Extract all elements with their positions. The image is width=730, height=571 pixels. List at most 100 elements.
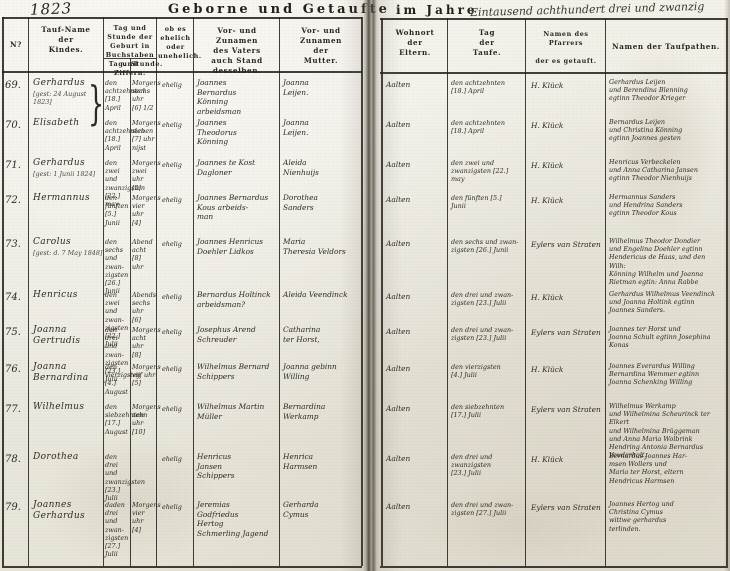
entry-godparents: Joannes Hertog und Christina Cymus wittw… bbox=[609, 500, 674, 533]
entry-father: Joannes Theodorus Könning bbox=[197, 118, 237, 146]
entry-no: 78. bbox=[5, 454, 21, 465]
entry-birth-words: den zwei und zwan- zigsten [22.] Julii bbox=[105, 291, 129, 349]
entry-child: Elisabeth bbox=[33, 118, 80, 128]
entry-legitimacy: ehelig bbox=[162, 121, 182, 129]
entry-baptism: den achtzehnten [18.] April bbox=[451, 119, 505, 136]
right-page-title: im Jahre bbox=[396, 3, 478, 17]
entry-no: 71. bbox=[5, 160, 21, 171]
entry-birth-hour: Morgens zwei uhr [2] bbox=[132, 159, 161, 192]
entry-mother: Dorothea Sanders bbox=[283, 193, 318, 212]
entry-no: 72. bbox=[5, 195, 21, 206]
entry-godparents: Gerhardus Wilhelmus Veendinck und Joanna… bbox=[609, 290, 715, 315]
col-rule-right-start bbox=[381, 18, 383, 566]
entry-birth-words: den siebzehnten [17.] August bbox=[105, 403, 145, 436]
entry-no: 79. bbox=[5, 502, 21, 513]
entry-pastor: H. Klück bbox=[531, 455, 564, 464]
col-rule-birthday bbox=[130, 58, 131, 566]
entry-birth-hour: Morgens sechs uhr [6] 1/2 bbox=[132, 79, 161, 112]
entry-child-note: [gest: d. 7 May 1848] bbox=[33, 249, 103, 257]
col-header-birth-hour: Stunde. bbox=[131, 60, 163, 68]
entry-baptism: den sechs und zwan- zigsten [26.] Junii bbox=[451, 238, 519, 255]
entry-child: Dorothea bbox=[33, 452, 79, 462]
entry-pastor: Eylers van Straten bbox=[531, 405, 601, 414]
entry-godparents: Gerhardus Leijen und Berendina Blenning … bbox=[609, 78, 688, 103]
entry-godparents: Henricus Verbeckelen und Anna Catharina … bbox=[609, 158, 698, 183]
entry-mother: Joanna Leijen. bbox=[283, 78, 309, 97]
entry-father: Joannes te Kost Dagloner bbox=[197, 158, 256, 177]
entry-mother: Gerharda Cymus bbox=[283, 500, 319, 519]
entry-birth-hour: Morgens vier uhr [4] bbox=[132, 194, 161, 227]
grouping-brace: } bbox=[88, 76, 105, 130]
col-header-godparents: Namen der Taufpathen. bbox=[612, 42, 720, 51]
col-header-number: N? bbox=[10, 40, 22, 49]
entry-no: 74. bbox=[5, 292, 21, 303]
entry-birth-hour: Morgens acht uhr [8] bbox=[132, 326, 161, 359]
entry-baptism: den vierzigsten [4.] Julii bbox=[451, 363, 501, 380]
entry-legitimacy: ehelig bbox=[162, 455, 182, 463]
entry-baptism: den drei und zwan- zigsten [27.] Julii bbox=[451, 501, 514, 518]
entry-mother: Bernardina Werkamp bbox=[283, 402, 326, 421]
entry-godparents: Bernardus Joannes Har- msen Wollers und … bbox=[609, 452, 688, 485]
entry-baptism: den drei und zwan- zigsten [23.] Julii bbox=[451, 326, 514, 343]
col-rule-right-edge bbox=[726, 18, 728, 566]
entry-baptism: den zwei und zwanzigsten [22.] may bbox=[451, 159, 509, 184]
entry-legitimacy: ehelig bbox=[162, 161, 182, 169]
entry-no: 70. bbox=[5, 120, 21, 131]
entry-child: Henricus bbox=[33, 290, 78, 300]
entry-no: 73. bbox=[5, 239, 21, 250]
entry-child: Joanna Bernardina bbox=[33, 362, 89, 383]
entry-pastor: Eylers van Straten bbox=[531, 328, 601, 337]
entry-godparents: Joannes ter Horst und Joanna Schult egti… bbox=[609, 325, 711, 350]
entry-residence: Aalten bbox=[386, 160, 411, 169]
entry-birth-hour: Abends sechs uhr [6] bbox=[132, 291, 156, 324]
entry-mother: Aleida Nienhuijs bbox=[283, 158, 319, 177]
col-rule-residence bbox=[447, 18, 448, 566]
entry-residence: Aalten bbox=[386, 292, 411, 301]
entry-no: 69. bbox=[5, 80, 21, 91]
entry-godparents: Hermannus Sanders und Hendrina Sanders e… bbox=[609, 193, 683, 218]
entry-legitimacy: ehelig bbox=[162, 240, 182, 248]
col-rule-mother-end bbox=[361, 17, 363, 566]
entry-birth-words: den fünften [5.] Junii bbox=[105, 194, 129, 227]
entry-no: 77. bbox=[5, 404, 21, 415]
entry-birth-words: den sechs und zwan- zigsten [26.] Junii bbox=[105, 238, 129, 296]
entry-legitimacy: ehelig bbox=[162, 503, 182, 511]
entry-baptism: den drei und zwanzigsten [23.] Julii bbox=[451, 453, 493, 478]
entry-child: Joannes Gerhardus bbox=[33, 500, 86, 521]
header-bottom-rule-r bbox=[380, 72, 728, 74]
col-header-child-name: Tauf-Name der Kindes. bbox=[41, 25, 91, 54]
entry-residence: Aalten bbox=[386, 364, 411, 373]
entry-father: Bernardus Holtinck arbeidsman? bbox=[197, 290, 271, 309]
left-page-title: Geborne und Getaufte bbox=[168, 2, 390, 17]
entry-pastor: H. Klück bbox=[531, 365, 564, 374]
entry-mother: Aleida Veendinck bbox=[283, 290, 348, 299]
col-header-baptism-day: Tag der Taufe. bbox=[472, 28, 502, 57]
entry-birth-words: den achtzehnten [18.] April bbox=[105, 119, 145, 152]
entry-birth-words: den achtzehnten [18.] April bbox=[105, 79, 145, 112]
entry-baptism: den fünften [5.] Junii bbox=[451, 194, 502, 211]
entry-legitimacy: ehelig bbox=[162, 81, 182, 89]
entry-father: Joannes Bernardus Könning arbeidsman bbox=[197, 78, 242, 116]
entry-child-note: [gest: 24 August 1823] bbox=[33, 90, 87, 107]
entry-legitimacy: ehelig bbox=[162, 365, 182, 373]
entry-godparents: Joannes Everardus Willing Bernardina Wem… bbox=[609, 362, 700, 387]
entry-residence: Aalten bbox=[386, 80, 411, 89]
entry-mother: Joanna gebinn Willing bbox=[283, 362, 337, 381]
col-rule-legit bbox=[193, 17, 194, 566]
entry-no: 76. bbox=[5, 364, 21, 375]
entry-child: Gerhardus bbox=[33, 78, 86, 88]
col-rule-left-edge bbox=[2, 17, 4, 566]
entry-mother: Henrica Harmsen bbox=[283, 452, 318, 471]
entry-birth-hour: Morgens vier uhr [4] bbox=[132, 501, 161, 534]
entry-godparents: Wilhelmus Theodor Dondier und Engelina D… bbox=[609, 237, 706, 287]
table-top-rule bbox=[2, 17, 362, 19]
entry-residence: Aalten bbox=[386, 454, 411, 463]
entry-birth-words: den drei und zwanzigsten [23.] Julii bbox=[105, 453, 146, 503]
entry-legitimacy: ehelig bbox=[162, 196, 182, 204]
entry-legitimacy: ehelig bbox=[162, 328, 182, 336]
entry-father: Wilhelmus Martin Müller bbox=[197, 402, 265, 421]
entry-residence: Aalten bbox=[386, 404, 411, 413]
entry-birth-hour: Abend acht [8] uhr bbox=[132, 238, 153, 271]
entry-child-note: [gest: 1 Junii 1824] bbox=[33, 170, 96, 178]
